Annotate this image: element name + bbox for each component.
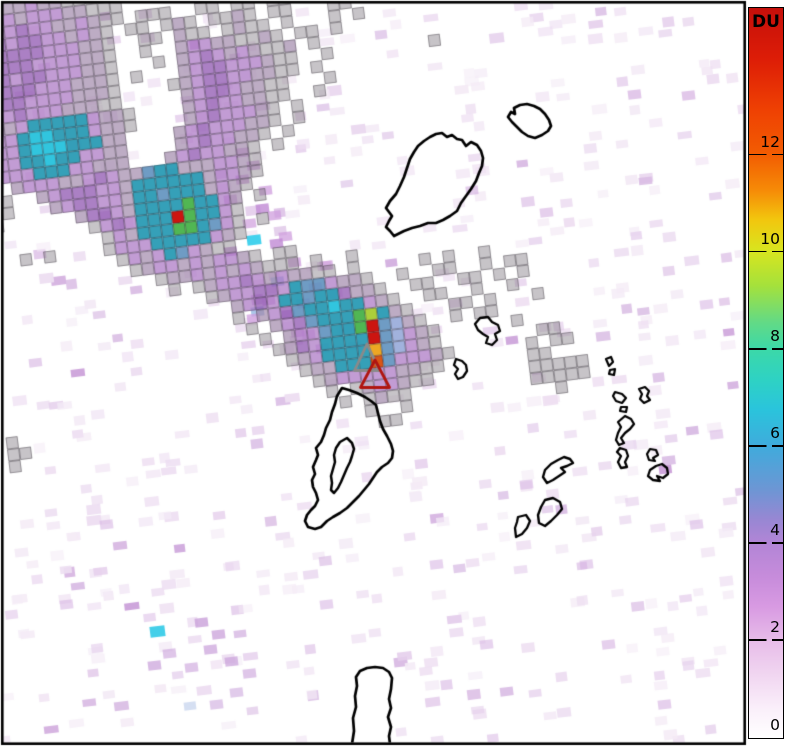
colorbar-tick-label: 6 [770,424,780,443]
colorbar-tick-line [749,445,783,447]
colorbar: DU 12 10 8 6 4 2 0 [748,7,784,739]
colorbar-tick-label: 2 [770,618,780,637]
colorbar-tick-line [749,153,783,156]
colorbar-tick-label: 10 [760,229,780,248]
colorbar-tick-label: 8 [770,327,780,345]
colorbar-tick-label: 12 [760,132,780,151]
colorbar-tick-line [749,348,783,350]
colorbar-tick-label: 4 [770,521,780,540]
colorbar-tick-line [749,542,783,544]
colorbar-tick-label: 0 [770,715,780,734]
colorbar-tick-line [749,639,783,642]
colorbar-tick-line [749,250,783,253]
colorbar-unit-label: DU [752,12,780,32]
